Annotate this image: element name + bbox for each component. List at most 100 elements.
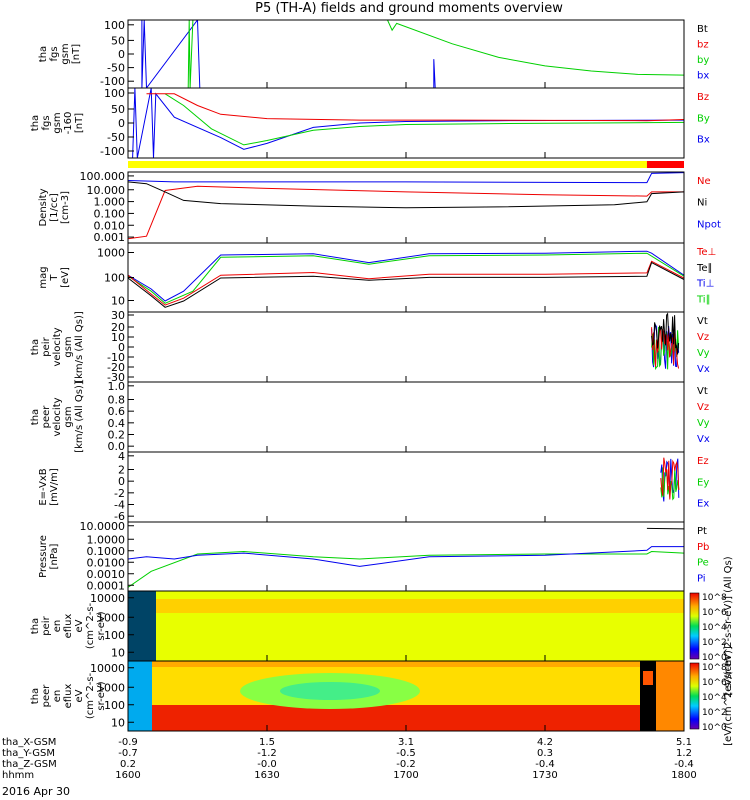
x-row-value: 0.3 bbox=[537, 748, 553, 759]
x-row-label: tha_Z-GSM bbox=[2, 759, 57, 770]
y-axis-label: velocity bbox=[52, 327, 63, 366]
y-axis-label: tha bbox=[30, 618, 41, 634]
x-row-value: 1630 bbox=[254, 770, 279, 781]
y-tick-label: 10.0000 bbox=[80, 520, 126, 533]
y-axis-label: [cm-3] bbox=[60, 191, 71, 224]
x-row-label: tha_X-GSM bbox=[2, 737, 56, 748]
y-tick-label: -100 bbox=[100, 145, 125, 158]
Pi-line bbox=[128, 546, 684, 567]
Vt-line bbox=[651, 312, 680, 355]
date-label: 2016 Apr 30 bbox=[2, 785, 71, 798]
y-tick-label: 1000 bbox=[97, 611, 125, 624]
y-tick-label: 0.0001 bbox=[87, 579, 126, 592]
y-tick-label: 0.4 bbox=[108, 417, 126, 430]
y-tick-label: -2 bbox=[114, 487, 125, 500]
Ne-line bbox=[128, 185, 684, 240]
colorbar bbox=[689, 662, 700, 730]
x-row-label: tha_Y-GSM bbox=[2, 748, 55, 759]
colorbar-tick-label: 10^0 bbox=[702, 653, 727, 663]
legend-Vz: Vz bbox=[697, 402, 709, 413]
y-tick-label: -30 bbox=[107, 371, 125, 384]
y-axis-label: [eV] bbox=[60, 267, 71, 288]
fgs-frame bbox=[127, 19, 685, 89]
legend-Ez: Ez bbox=[697, 456, 709, 467]
y-tick-label: 0 bbox=[118, 117, 125, 130]
colorbar-tick-label: 10^2 bbox=[702, 638, 727, 648]
x-row-value: 1800 bbox=[671, 770, 696, 781]
y-tick-label: 100 bbox=[104, 699, 125, 712]
x-row-value: 3.1 bbox=[398, 737, 414, 748]
y-tick-label: -50 bbox=[107, 131, 125, 144]
Te-line bbox=[128, 260, 684, 306]
y-axis-label: tha bbox=[30, 688, 41, 704]
colorbar-tick-label: 10^8 bbox=[702, 663, 727, 673]
legend-by: by bbox=[697, 55, 709, 66]
efield-series-group bbox=[660, 457, 680, 502]
legend-Ne: Ne bbox=[697, 176, 711, 187]
y-tick-label: 0.8 bbox=[108, 394, 126, 407]
y-tick-label: -4 bbox=[114, 499, 125, 512]
pressure-series-group bbox=[128, 527, 684, 588]
y-tick-label: 0 bbox=[118, 48, 125, 61]
legend-Vt: Vt bbox=[697, 386, 708, 397]
spec-band-high bbox=[128, 599, 684, 613]
y-axis-label: -160 bbox=[63, 112, 74, 135]
y-axis-label: (cm^2-s- bbox=[85, 602, 96, 649]
y-tick-label: 1.000 bbox=[94, 196, 126, 209]
x-row-label: hhmm bbox=[2, 770, 34, 781]
legend-Bz: Bz bbox=[697, 92, 709, 103]
y-tick-label: 10.000 bbox=[87, 184, 126, 197]
legend-By: By bbox=[697, 113, 710, 124]
By-line bbox=[164, 93, 684, 146]
Ti∥-line bbox=[128, 252, 684, 304]
mode-bar-segment bbox=[646, 161, 684, 168]
y-tick-label: 1000 bbox=[97, 247, 125, 260]
y-axis-label: tha bbox=[30, 339, 41, 355]
y-tick-label: 4 bbox=[118, 450, 125, 463]
legend-Pi: Pi bbox=[697, 573, 706, 584]
colorbar-tick-label: 10^4 bbox=[702, 623, 727, 633]
y-axis-label: sr-eV) bbox=[96, 681, 107, 710]
y-axis-label: gsm bbox=[60, 43, 71, 64]
legend-Te⊥: Te⊥ bbox=[696, 247, 716, 258]
legend-bz: bz bbox=[697, 40, 709, 51]
y-tick-label: 100 bbox=[104, 629, 125, 642]
x-row-value: 4.2 bbox=[537, 737, 553, 748]
legend-Ey: Ey bbox=[697, 477, 709, 488]
y-tick-label: 100 bbox=[104, 87, 125, 100]
colorbar-tick-label: 10^8 bbox=[702, 593, 727, 603]
y-tick-label: 0.0100 bbox=[87, 556, 126, 569]
legend-Vx: Vx bbox=[697, 364, 710, 375]
y-tick-label: 2 bbox=[118, 464, 125, 477]
bx-line bbox=[141, 20, 201, 88]
spec-gap bbox=[128, 591, 156, 661]
y-axis-label: [1/cc] bbox=[49, 193, 60, 222]
Ti-line bbox=[128, 250, 684, 302]
y-axis-label: sr-eV) bbox=[96, 611, 107, 640]
y-axis-label: eV bbox=[74, 689, 85, 702]
legend-Te∥: Te∥ bbox=[696, 263, 713, 274]
y-tick-label: -10 bbox=[107, 351, 125, 364]
y-tick-label: 0.0010 bbox=[87, 568, 126, 581]
legend-Pt: Pt bbox=[697, 526, 707, 537]
legend-Pe: Pe bbox=[697, 558, 709, 569]
Npot-line bbox=[128, 172, 684, 184]
colorbar-tick-label: 10^6 bbox=[702, 608, 727, 618]
y-axis-label: T bbox=[49, 274, 60, 282]
y-tick-label: 0.1000 bbox=[87, 545, 126, 558]
y-axis-label: velocity bbox=[52, 397, 63, 436]
Bz-line bbox=[146, 93, 684, 122]
colorbar-tick-label: 10^0 bbox=[702, 723, 727, 733]
colorbar-label: [eV/(cm^2-s-sr-eV)] (All Qs) bbox=[723, 556, 734, 695]
x-row-value: 1600 bbox=[115, 770, 140, 781]
y-tick-label: 10 bbox=[111, 716, 125, 729]
y-axis-label: [nT] bbox=[71, 44, 82, 64]
peer_spec-spectrogram bbox=[128, 661, 684, 731]
x-row-value: -1.2 bbox=[257, 748, 277, 759]
y-axis-label: (cm^2-s- bbox=[85, 672, 96, 719]
y-tick-label: 0.0 bbox=[108, 440, 126, 453]
colorbar bbox=[689, 592, 700, 660]
y-tick-label: 1.0 bbox=[108, 380, 126, 393]
temperature-series-group bbox=[128, 250, 684, 308]
figure-title: P5 (TH-A) fields and ground moments over… bbox=[255, 1, 563, 16]
